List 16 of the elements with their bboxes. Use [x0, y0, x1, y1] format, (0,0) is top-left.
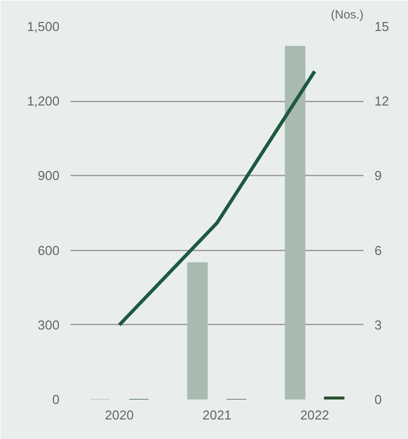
y2-tick-label: 9 — [374, 168, 382, 184]
y2-tick-label: 6 — [374, 242, 382, 258]
y-tick-label: 1,500 — [26, 19, 60, 34]
y2-tick-label: 12 — [374, 94, 389, 109]
y-tick-label: 0 — [52, 392, 60, 407]
y2-tick-label: 3 — [374, 317, 382, 332]
y-tick-label: 900 — [38, 168, 60, 184]
x-tick-label: 2021 — [202, 408, 232, 422]
y2-axis-title: (Nos.) — [330, 8, 364, 22]
y2-tick-label: 0 — [374, 392, 382, 407]
y-tick-label: 300 — [38, 317, 60, 332]
y-tick-label: 600 — [38, 242, 60, 258]
x-tick-label: 2020 — [104, 408, 134, 422]
y2-tick-label: 15 — [374, 19, 389, 34]
x-tick-label: 2022 — [300, 408, 330, 422]
y-tick-label: 1,200 — [26, 94, 60, 109]
